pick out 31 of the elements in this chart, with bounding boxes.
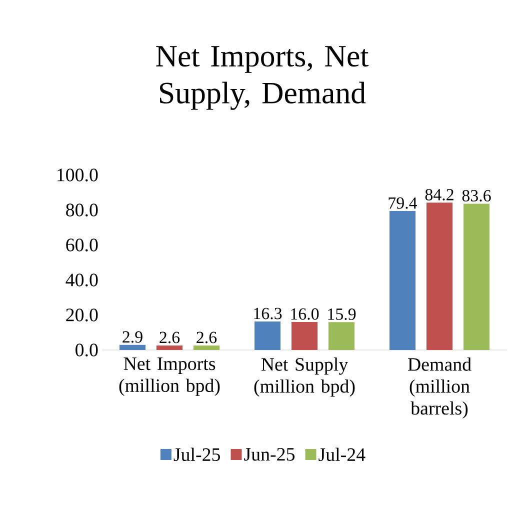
data-label: 83.6 — [462, 190, 491, 202]
legend-label: Jun-25 — [244, 448, 295, 461]
data-label: 2.6 — [196, 332, 217, 344]
data-label: 2.6 — [160, 332, 180, 344]
bar — [120, 344, 146, 350]
bar — [194, 345, 220, 350]
legend-label: Jul-24 — [318, 448, 366, 462]
y-tick-label: 20.0 — [66, 308, 98, 322]
x-tick-label: Net Imports (million bpd) — [119, 358, 220, 396]
x-tick-label: Demand (million barrels) — [408, 358, 472, 419]
y-tick-label: 0.0 — [76, 344, 98, 356]
y-tick-label: 40.0 — [66, 274, 98, 286]
y-tick-label: 60.0 — [66, 238, 98, 252]
data-label: 84.2 — [425, 188, 454, 200]
legend-label: Jul-25 — [174, 448, 220, 462]
data-label: 15.9 — [328, 308, 356, 320]
y-tick-label: 80.0 — [66, 204, 98, 216]
bar — [328, 322, 355, 350]
bar — [254, 321, 281, 350]
data-label: 79.4 — [388, 197, 418, 209]
y-tick-label: 100.0 — [58, 168, 98, 182]
bar — [292, 322, 318, 350]
x-tick-label: Net Supply (million bpd) — [254, 358, 355, 397]
bar — [390, 211, 416, 350]
bar — [156, 345, 182, 350]
data-label: 16.3 — [254, 308, 282, 320]
bar — [426, 202, 453, 350]
bar — [464, 204, 490, 350]
data-label: 16.0 — [291, 308, 319, 320]
chart-title: Net Imports, Net Supply, Demand — [156, 46, 369, 110]
data-label: 2.9 — [122, 331, 142, 343]
